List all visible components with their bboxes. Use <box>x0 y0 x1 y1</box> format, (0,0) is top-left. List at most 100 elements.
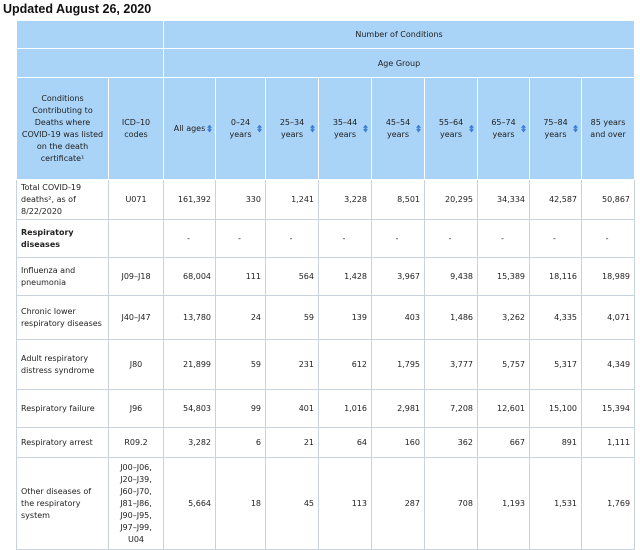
value-cell: - <box>371 219 425 258</box>
value-cell: 20,295 <box>424 179 478 220</box>
value-cell: 54,803 <box>163 389 216 428</box>
icd-cell: U071 <box>108 179 164 220</box>
value-cell: 4,071 <box>580 295 636 340</box>
value-cell: 401 <box>265 389 319 428</box>
icd-cell: J09–J18 <box>108 257 164 296</box>
condition-cell: Respiratory diseases <box>16 219 109 258</box>
col-header-age-0[interactable]: All ages <box>163 77 216 180</box>
value-cell: 18 <box>215 457 266 550</box>
value-cell: 708 <box>424 457 478 550</box>
col-header-condition[interactable]: Conditions Contributing to Deaths where … <box>16 77 109 180</box>
value-cell: 24 <box>215 295 266 340</box>
value-cell: 160 <box>371 427 425 458</box>
value-cell: 1,531 <box>529 457 582 550</box>
value-cell: 3,777 <box>424 339 478 390</box>
value-cell: 1,486 <box>424 295 478 340</box>
value-cell: 4,349 <box>580 339 636 390</box>
table-row: Respiratory diseases - - - - - - - - - <box>16 219 636 258</box>
value-cell: 403 <box>371 295 425 340</box>
updated-date: Updated August 26, 2020 <box>3 2 152 16</box>
table-row: Total COVID-19 deaths², as of 8/22/2020 U… <box>16 179 636 220</box>
value-cell: 50,867 <box>580 179 636 220</box>
condition-cell: Chronic lower respiratory diseases <box>16 295 109 340</box>
value-cell: 15,389 <box>477 257 530 296</box>
condition-cell: Influenza and pneumonia <box>16 257 109 296</box>
sort-arrows-icon[interactable] <box>310 124 315 133</box>
condition-cell: Total COVID-19 deaths², as of 8/22/2020 <box>16 179 109 220</box>
value-cell: 21,899 <box>163 339 216 390</box>
value-cell: 564 <box>265 257 319 296</box>
icd-cell <box>108 219 164 258</box>
col-header-age-1[interactable]: 0–24 years <box>215 77 266 180</box>
col-header-age-7[interactable]: 75–84 years <box>529 77 582 180</box>
icd-cell: R09.2 <box>108 427 164 458</box>
value-cell: 34,334 <box>477 179 530 220</box>
condition-cell: Other diseases of the respiratory system <box>16 457 109 550</box>
value-cell: 45 <box>265 457 319 550</box>
sort-arrows-icon[interactable] <box>469 124 474 133</box>
value-cell: 99 <box>215 389 266 428</box>
value-cell: 9,438 <box>424 257 478 296</box>
table-row: Chronic lower respiratory diseases J40–J4… <box>16 295 636 340</box>
value-cell: 3,282 <box>163 427 216 458</box>
value-cell: 161,392 <box>163 179 216 220</box>
value-cell: 18,989 <box>580 257 636 296</box>
header-number-of-conditions: Number of Conditions <box>162 20 636 49</box>
value-cell: 287 <box>371 457 425 550</box>
value-cell: 13,780 <box>163 295 216 340</box>
value-cell: 1,016 <box>318 389 372 428</box>
value-cell: - <box>163 219 216 258</box>
col-header-age-2[interactable]: 25–34 years <box>265 77 319 180</box>
sort-arrows-icon[interactable] <box>521 124 526 133</box>
col-header-icd[interactable]: ICD–10 codes <box>108 77 164 180</box>
col-header-age-8[interactable]: 85 years and over <box>580 77 636 180</box>
value-cell: 1,769 <box>580 457 636 550</box>
icd-cell: J40–J47 <box>108 295 164 340</box>
col-header-age-3[interactable]: 35–44 years <box>318 77 372 180</box>
value-cell: 1,111 <box>580 427 636 458</box>
value-cell: 891 <box>529 427 582 458</box>
header-blank-mid <box>16 48 164 78</box>
value-cell: 1,193 <box>477 457 530 550</box>
value-cell: 64 <box>318 427 372 458</box>
icd-cell: J00–J06, J20–J39, J60–J70, J81–J86, J90–… <box>108 457 164 550</box>
covid-conditions-table: Number of Conditions Age Group Condition… <box>16 20 636 550</box>
col-header-age-4[interactable]: 45–54 years <box>371 77 425 180</box>
value-cell: - <box>215 219 266 258</box>
col-header-age-5[interactable]: 55–64 years <box>424 77 478 180</box>
table-row: Influenza and pneumonia J09–J18 68,004 111 5… <box>16 257 636 296</box>
value-cell: - <box>580 219 636 258</box>
sort-arrows-icon[interactable] <box>363 124 368 133</box>
table-row: Respiratory arrest R09.2 3,282 6 21 64 160 362 6… <box>16 427 636 458</box>
value-cell: 5,317 <box>529 339 582 390</box>
sort-arrows-icon[interactable] <box>573 124 578 133</box>
value-cell: 231 <box>265 339 319 390</box>
value-cell: - <box>529 219 582 258</box>
value-cell: 3,967 <box>371 257 425 296</box>
sort-arrows-icon[interactable] <box>416 124 421 133</box>
col-header-age-6[interactable]: 65–74 years <box>477 77 530 180</box>
value-cell: 59 <box>265 295 319 340</box>
value-cell: 21 <box>265 427 319 458</box>
value-cell: 6 <box>215 427 266 458</box>
value-cell: 111 <box>215 257 266 296</box>
value-cell: 1,428 <box>318 257 372 296</box>
icd-cell: J96 <box>108 389 164 428</box>
value-cell: 7,208 <box>424 389 478 428</box>
value-cell: 12,601 <box>477 389 530 428</box>
sort-arrows-icon[interactable] <box>257 124 262 133</box>
value-cell: - <box>424 219 478 258</box>
value-cell: 1,795 <box>371 339 425 390</box>
value-cell: 15,394 <box>580 389 636 428</box>
value-cell: 667 <box>477 427 530 458</box>
value-cell: 2,981 <box>371 389 425 428</box>
condition-cell: Adult respiratory distress syndrome <box>16 339 109 390</box>
condition-cell: Respiratory failure <box>16 389 109 428</box>
value-cell: 612 <box>318 339 372 390</box>
value-cell: 4,335 <box>529 295 582 340</box>
value-cell: 3,262 <box>477 295 530 340</box>
table-row: Respiratory failure J96 54,803 99 401 1,016 2,… <box>16 389 636 428</box>
sort-arrows-icon[interactable] <box>207 124 212 133</box>
value-cell: 8,501 <box>371 179 425 220</box>
value-cell: 3,228 <box>318 179 372 220</box>
